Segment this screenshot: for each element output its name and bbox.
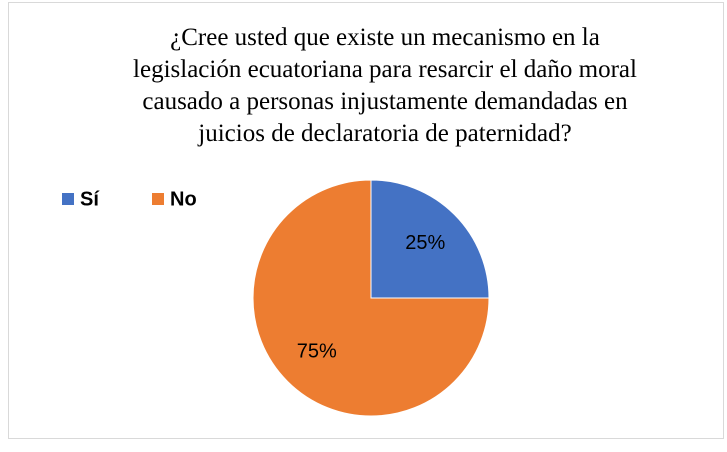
- legend-label: No: [170, 188, 197, 210]
- legend-swatch: [152, 193, 164, 205]
- chart-title: ¿Cree usted que existe un mecanismo en l…: [133, 24, 637, 147]
- legend-swatch: [62, 193, 74, 205]
- data-label: 25%: [405, 232, 445, 254]
- data-label: 75%: [297, 341, 337, 363]
- legend-label: Sí: [80, 188, 100, 210]
- pie-slice: [370, 179, 490, 299]
- pie-slice: [252, 179, 490, 417]
